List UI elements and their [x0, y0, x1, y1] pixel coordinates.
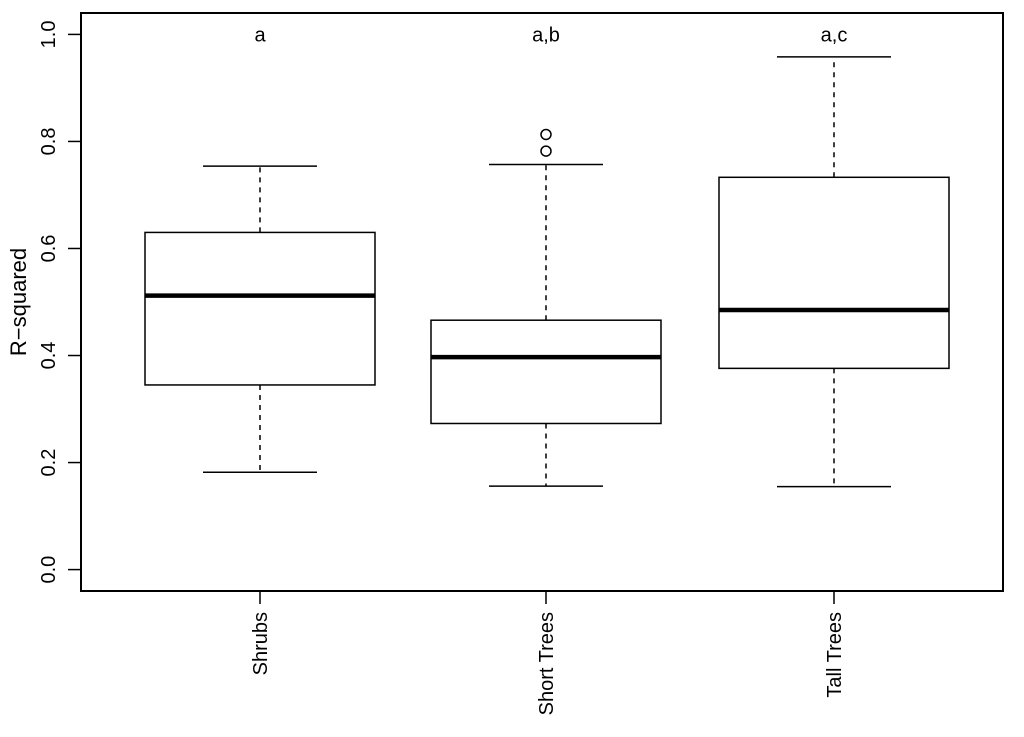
significance-label: a,b [532, 24, 560, 46]
outlier-point [540, 128, 552, 141]
y-tick-label: 0.4 [38, 342, 60, 370]
y-tick-label: 0.2 [38, 449, 60, 477]
y-axis-label: R−squared [6, 248, 31, 356]
y-tick-label: 1.0 [38, 21, 60, 49]
iqr-box [718, 176, 950, 370]
x-tick-label: Short Trees [536, 612, 558, 715]
outlier-point [540, 145, 552, 157]
box-group-tall-trees: a,c [718, 24, 950, 488]
y-tick-label: 0.8 [38, 128, 60, 156]
significance-label: a [254, 24, 266, 46]
boxes-layer: a a,b a,c [144, 24, 950, 488]
x-axis: Shrubs Short Trees Tall Trees [250, 590, 846, 715]
x-tick-label: Shrubs [250, 612, 272, 675]
iqr-box [430, 319, 662, 425]
significance-label: a,c [821, 24, 848, 46]
y-tick-label: 0.0 [38, 556, 60, 584]
iqr-box [144, 231, 376, 386]
y-tick-label: 0.6 [38, 235, 60, 263]
box-group-short-trees: a,b [430, 24, 662, 487]
y-axis: 0.0 0.2 0.4 0.6 0.8 1.0 [38, 21, 82, 584]
x-tick-label: Tall Trees [824, 612, 846, 698]
box-group-shrubs: a [144, 24, 376, 473]
